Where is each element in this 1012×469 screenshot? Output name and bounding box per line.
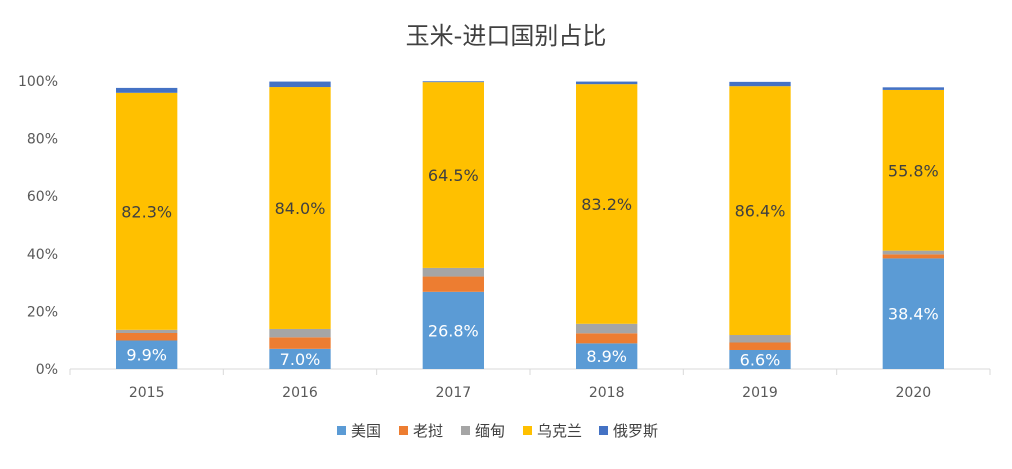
- x-tick-label: 2020: [896, 385, 932, 401]
- bar-segment: [269, 81, 331, 88]
- data-label: 64.5%: [428, 166, 479, 185]
- bar-segment: [882, 87, 944, 90]
- bar-segment: [576, 323, 638, 334]
- bar-segment: [882, 258, 944, 369]
- legend-label: 俄罗斯: [613, 422, 658, 440]
- y-tick-label: 100%: [18, 74, 58, 90]
- y-tick-label: 80%: [27, 132, 58, 148]
- chart-title: 玉米-进口国别占比: [406, 22, 607, 50]
- bar-segment: [729, 342, 791, 350]
- data-label: 82.3%: [121, 202, 172, 221]
- data-label: 7.0%: [280, 350, 321, 369]
- bar-segment: [576, 343, 638, 369]
- legend-item: 老挝: [399, 422, 443, 440]
- bar-segment: [422, 267, 484, 277]
- bar-segment: [422, 81, 484, 83]
- bar-segment: [116, 87, 178, 93]
- bar-segment: [729, 335, 791, 343]
- bar-segment: [116, 340, 178, 369]
- bar-segment: [269, 87, 331, 329]
- legend-item: 缅甸: [461, 422, 505, 440]
- data-label: 86.4%: [735, 202, 786, 221]
- data-label: 9.9%: [126, 346, 167, 365]
- bar-segment: [116, 92, 178, 330]
- y-tick-label: 60%: [27, 189, 58, 205]
- legend-item: 俄罗斯: [599, 422, 658, 440]
- bar-segment: [422, 291, 484, 369]
- x-tick-label: 2015: [129, 385, 165, 401]
- legend-swatch: [461, 426, 470, 435]
- legend-item: 美国: [337, 422, 381, 440]
- bar-segment: [116, 333, 178, 341]
- legend-swatch: [399, 426, 408, 435]
- legend-item: 乌克兰: [523, 422, 582, 440]
- data-label: 83.2%: [581, 195, 632, 214]
- data-label: 26.8%: [428, 321, 479, 340]
- bars-group: [116, 81, 944, 369]
- legend-swatch: [523, 426, 532, 435]
- bar-segment: [422, 82, 484, 268]
- y-tick-label: 40%: [27, 247, 58, 263]
- bar-segment: [729, 81, 791, 87]
- bar-segment: [576, 333, 638, 344]
- bar-segment: [729, 86, 791, 336]
- y-tick-label: 0%: [36, 362, 58, 378]
- bar-segment: [882, 89, 944, 251]
- bar-segment: [269, 348, 331, 369]
- legend-swatch: [337, 426, 346, 435]
- bar-segment: [576, 81, 638, 85]
- data-label: 55.8%: [888, 161, 939, 180]
- data-label: 6.6%: [740, 350, 781, 369]
- bar-segment: [576, 84, 638, 324]
- bar-segment: [116, 329, 178, 333]
- bar-segment: [882, 254, 944, 259]
- data-label: 38.4%: [888, 305, 939, 324]
- x-tick-label: 2016: [282, 385, 318, 401]
- x-tick-label: 2017: [436, 385, 472, 401]
- bar-segment: [882, 250, 944, 255]
- legend: 美国 老挝 缅甸 乌克兰 俄罗斯: [337, 422, 658, 440]
- legend-label: 美国: [351, 422, 381, 440]
- bar-segment: [422, 276, 484, 292]
- bar-segment: [729, 349, 791, 369]
- legend-swatch: [599, 426, 608, 435]
- legend-label: 老挝: [413, 422, 443, 440]
- data-labels-group: 9.9% 82.3% 7.0% 84.0% 26.8% 64.5% 8.9% 83.2% 6.6…: [121, 161, 938, 369]
- bar-segment: [269, 337, 331, 349]
- x-axis: 2015 2016 2017 2018 2019 2020: [69, 368, 991, 401]
- data-label: 8.9%: [586, 347, 627, 366]
- x-tick-label: 2018: [589, 385, 625, 401]
- legend-label: 缅甸: [475, 422, 505, 440]
- x-tick-label: 2019: [742, 385, 778, 401]
- y-axis: 0% 20% 40% 60% 80% 100%: [18, 74, 58, 378]
- data-label: 84.0%: [275, 199, 326, 218]
- bar-segment: [269, 328, 331, 338]
- y-tick-label: 20%: [27, 304, 58, 320]
- legend-label: 乌克兰: [537, 422, 582, 440]
